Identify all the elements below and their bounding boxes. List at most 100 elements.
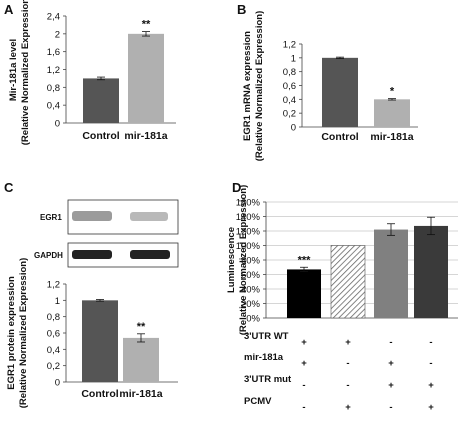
condition-mark: + <box>345 402 351 413</box>
category-label: mir-181a <box>370 131 413 143</box>
condition-mark: - <box>302 380 305 391</box>
condition-mark: - <box>346 358 349 369</box>
y-tick-label: 1,2 <box>283 40 296 51</box>
error-bar <box>387 223 395 236</box>
y-tick-label: 2 <box>55 29 60 40</box>
blot-band-egr1-mir <box>130 212 168 221</box>
condition-mark: - <box>389 402 392 413</box>
bar <box>322 57 358 128</box>
y-tick-label: 0 <box>55 378 60 389</box>
y-axis-label: (Relative Normalized Expression) <box>20 0 31 145</box>
category-label: mir-181a <box>119 388 162 400</box>
condition-mark: - <box>302 402 305 413</box>
significance-marker: ** <box>142 19 151 31</box>
bar <box>374 229 408 318</box>
panel-label-a: A <box>4 2 14 17</box>
y-tick-label: 0,2 <box>283 109 296 120</box>
error-bar <box>427 216 435 236</box>
category-label: Control <box>81 388 118 400</box>
condition-mark: + <box>301 358 307 369</box>
y-tick-label: 0,4 <box>283 95 296 106</box>
blot-band-gapdh-control <box>72 250 112 259</box>
condition-mark: + <box>388 358 394 369</box>
y-axis-label: (Relative Normalized Expression) <box>254 11 265 161</box>
panel-label-d: D <box>232 180 241 195</box>
y-tick-label: 120% <box>236 227 261 238</box>
category-label: mir-181a <box>124 130 167 142</box>
error-bar <box>137 333 145 343</box>
condition-row-label: 3'UTR WT <box>244 331 289 342</box>
y-tick-label: 1 <box>291 53 296 64</box>
y-tick-label: 0,8 <box>47 312 60 323</box>
bar <box>123 337 159 382</box>
condition-mark: + <box>301 337 307 348</box>
category-label: Control <box>82 130 119 142</box>
chart-panel-a: 0 0,4 0,8 1,2 1,6 2 2,4 Mir-181a level (Relative… <box>8 0 176 145</box>
y-tick-label: 20% <box>241 299 261 310</box>
error-bar <box>97 76 105 81</box>
condition-row-label: PCMV <box>244 396 272 407</box>
condition-mark: - <box>429 358 432 369</box>
blot-band-gapdh-mir <box>130 250 170 259</box>
y-tick-label: 60% <box>241 270 261 281</box>
bar <box>330 245 366 319</box>
y-tick-label: 0 <box>55 119 60 130</box>
bar <box>128 33 164 124</box>
y-tick-label: 140% <box>236 212 261 223</box>
blot-label-egr1: EGR1 <box>40 213 62 222</box>
error-bar <box>388 98 396 101</box>
y-tick-label: 1 <box>55 296 60 307</box>
error-bar <box>96 299 104 302</box>
y-tick-label: 0% <box>246 314 260 325</box>
error-bar <box>300 266 308 273</box>
chart-panel-b: 0 0,2 0,4 0,6 0,8 1 1,2 EGR1 mRNA expression (Re… <box>242 11 418 161</box>
chart-panel-d: 0% 20% 40% 60% 80% 100% 120% 140% 160% Luminescen… <box>226 185 458 413</box>
blot-band-egr1-control <box>72 211 112 221</box>
y-axis-label: (Relative Normalized Expression) <box>238 185 249 335</box>
western-blot: EGR1 GAPDH <box>34 199 179 268</box>
y-tick-label: 1,2 <box>47 65 60 76</box>
bar <box>414 225 448 318</box>
panel-label-b: B <box>237 2 246 17</box>
blot-label-gapdh: GAPDH <box>34 251 63 260</box>
y-tick-label: 2,4 <box>47 12 60 23</box>
chart-panel-c: 0 0,2 0,4 0,6 0,8 1 1,2 EGR1 protein expression… <box>6 258 178 408</box>
y-tick-label: 1,6 <box>47 47 60 58</box>
bar <box>287 269 321 318</box>
condition-row-label: mir-181a <box>244 352 284 363</box>
y-tick-label: 100% <box>236 241 261 252</box>
condition-mark: + <box>345 337 351 348</box>
condition-mark: - <box>429 337 432 348</box>
condition-mark: + <box>428 380 434 391</box>
error-bar <box>336 56 344 59</box>
error-bar <box>142 31 150 37</box>
y-axis-label: Mir-181a level <box>8 39 19 101</box>
bar <box>83 78 119 123</box>
category-label: Control <box>321 131 358 143</box>
y-axis-label: EGR1 protein expression <box>6 276 17 390</box>
y-tick-label: 80% <box>241 256 261 267</box>
y-tick-label: 0,4 <box>47 101 60 112</box>
condition-mark: + <box>428 402 434 413</box>
y-axis-label: Luminescence <box>226 227 237 293</box>
condition-mark: - <box>346 380 349 391</box>
y-tick-label: 0,4 <box>47 345 60 356</box>
significance-marker: * <box>390 86 395 98</box>
y-tick-label: 0,2 <box>47 361 60 372</box>
y-tick-label: 0 <box>291 123 296 134</box>
y-axis-label: EGR1 mRNA expression <box>242 31 253 141</box>
y-tick-label: 160% <box>236 198 261 209</box>
y-tick-label: 1,2 <box>47 280 60 291</box>
y-tick-label: 0,6 <box>47 329 60 340</box>
condition-mark: - <box>389 337 392 348</box>
condition-row-label: 3'UTR mut <box>244 374 292 385</box>
bar <box>82 300 118 382</box>
significance-marker: ** <box>137 321 146 333</box>
panel-label-c: C <box>4 180 14 195</box>
y-tick-label: 0,8 <box>283 67 296 78</box>
y-tick-label: 40% <box>241 285 261 296</box>
condition-mark: + <box>388 380 394 391</box>
significance-marker: *** <box>298 254 312 266</box>
y-axis-label: (Relative Normalized Expression) <box>18 258 29 408</box>
